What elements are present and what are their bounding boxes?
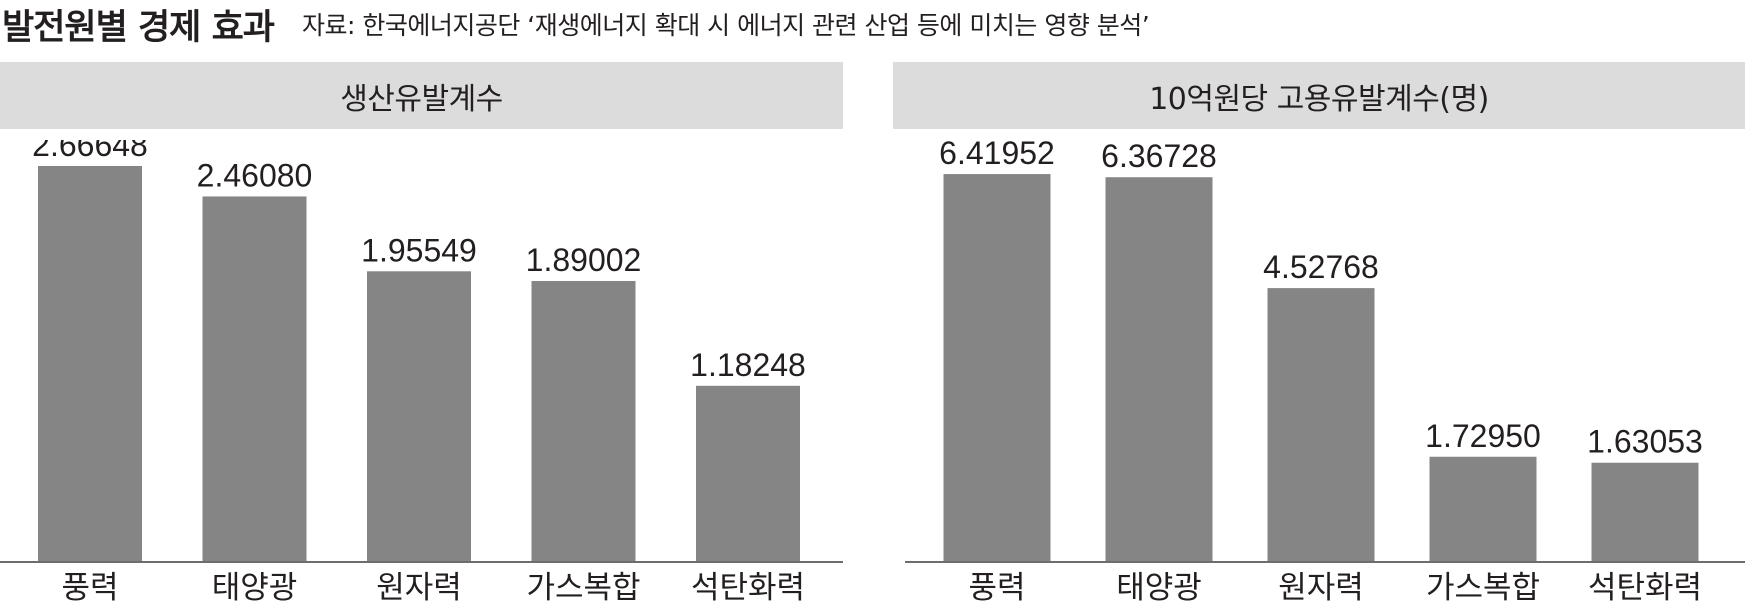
page-title: 발전원별 경제 효과 — [2, 7, 275, 48]
panel-header-production: 생산유발계수 — [0, 62, 843, 129]
bar-1-5 — [696, 385, 800, 561]
value-label: 1.95549 — [361, 232, 477, 268]
value-label: 1.89002 — [526, 242, 642, 278]
category-label: 풍력 — [61, 570, 118, 606]
bar-1-2 — [202, 196, 307, 561]
bar-1-3 — [367, 271, 471, 561]
category-label: 태양광 — [212, 570, 298, 606]
source-note: 자료: 한국에너지공단 ‘재생에너지 확대 시 에너지 관련 산업 등에 미치는… — [301, 11, 1150, 40]
bar-1-1 — [38, 165, 142, 561]
value-label: 6.41952 — [939, 140, 1055, 171]
panel-header-employment: 10억원당 고용유발계수(명) — [893, 62, 1745, 129]
category-label: 가스복합 — [1426, 570, 1540, 606]
value-label: 1.72950 — [1425, 418, 1541, 454]
category-label: 원자력 — [1278, 570, 1364, 606]
bar-2-1 — [943, 174, 1051, 562]
category-label: 풍력 — [968, 570, 1025, 606]
value-label: 2.46080 — [197, 157, 313, 193]
production-inducement-chart: 2.66648 풍력 2.46080 태양광 1.95549 원자력 1.89002 가스복합… — [0, 140, 843, 606]
value-label: 4.52768 — [1263, 249, 1379, 285]
bar-2-2 — [1105, 177, 1213, 561]
value-label: 2.66648 — [32, 140, 148, 163]
category-label: 가스복합 — [526, 570, 640, 606]
employment-inducement-chart: 6.41952 풍력 6.36728 태양광 4.52768 원자력 1.72950 가스복합… — [905, 140, 1745, 606]
category-label: 석탄화력 — [1588, 570, 1702, 606]
bar-2-5 — [1591, 462, 1699, 561]
category-label: 원자력 — [376, 570, 462, 606]
bar-2-3 — [1267, 288, 1375, 561]
chart-header: 발전원별 경제 효과 자료: 한국에너지공단 ‘재생에너지 확대 시 에너지 관… — [2, 0, 1150, 48]
bar-2-4 — [1429, 456, 1537, 561]
bar-1-4 — [531, 280, 636, 561]
category-label: 석탄화력 — [691, 570, 805, 606]
category-label: 태양광 — [1116, 570, 1202, 606]
value-label: 1.63053 — [1587, 424, 1703, 460]
value-label: 6.36728 — [1101, 140, 1217, 174]
value-label: 1.18248 — [690, 347, 806, 383]
